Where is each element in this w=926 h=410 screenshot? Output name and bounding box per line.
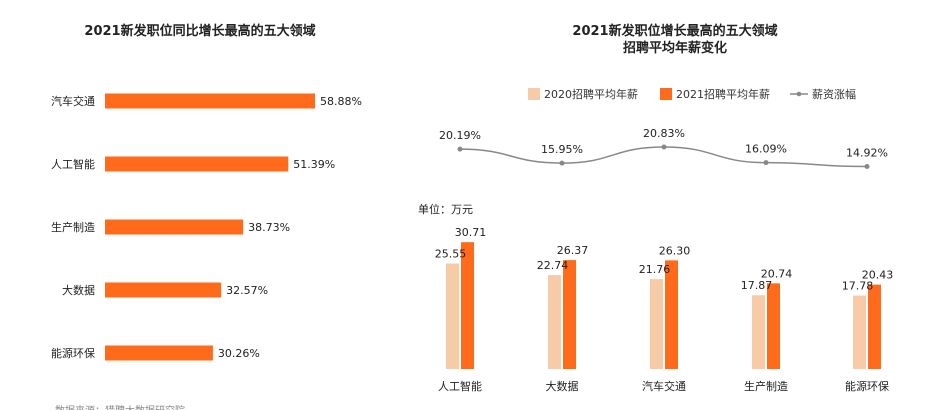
bar-2021 <box>767 283 780 369</box>
growth-point <box>661 144 667 150</box>
bar-2021 <box>461 242 474 369</box>
bar-2020 <box>752 295 765 369</box>
right-category-label: 大数据 <box>546 379 579 393</box>
growth-point <box>559 160 565 166</box>
right-chart-title-line2: 招聘平均年薪变化 <box>622 41 727 56</box>
left-bar <box>105 156 289 172</box>
left-chart-title: 2021新发职位同比增长最高的五大领域 <box>84 24 316 39</box>
bar-2020-label: 22.74 <box>537 259 569 272</box>
growth-point <box>457 146 463 152</box>
left-bar <box>105 219 244 235</box>
unit-label: 单位：万元 <box>418 203 473 216</box>
left-value-label: 58.88% <box>320 95 362 108</box>
growth-label: 14.92% <box>846 147 888 160</box>
bar-2020 <box>650 279 663 369</box>
legend-item-2020: 2020招聘平均年薪 <box>528 86 638 102</box>
legend-swatch-2021 <box>660 88 672 100</box>
right-chart-title-line1: 2021新发职位增长最高的五大领域 <box>572 24 778 39</box>
left-value-label: 32.57% <box>226 284 268 297</box>
bar-2021 <box>665 260 678 369</box>
legend-label-2021: 2021招聘平均年薪 <box>676 88 770 101</box>
growth-label: 20.83% <box>643 127 685 140</box>
left-value-label: 30.26% <box>218 347 260 360</box>
left-category-label: 能源环保 <box>51 346 95 360</box>
legend-swatch-2020 <box>528 88 540 100</box>
growth-label: 15.95% <box>541 143 583 156</box>
bar-2020 <box>853 295 866 369</box>
bar-2021-label: 26.30 <box>659 244 691 257</box>
bar-2020-label: 17.87 <box>741 279 773 292</box>
right-chart: 20.19% 15.95% 20.83% 16.09% 14.92% 25.55 30.71… <box>435 127 894 393</box>
legend-label-2020: 2020招聘平均年薪 <box>544 88 638 101</box>
legend-item-2021: 2021招聘平均年薪 <box>660 86 770 102</box>
left-category-label: 大数据 <box>62 283 95 297</box>
bar-2020 <box>548 275 561 369</box>
bar-2021 <box>868 284 881 369</box>
growth-label: 20.19% <box>439 129 481 142</box>
left-category-label: 人工智能 <box>51 157 95 171</box>
right-category-label: 汽车交通 <box>642 379 686 393</box>
bar-2021-label: 20.43 <box>862 269 894 282</box>
left-value-label: 51.39% <box>293 158 335 171</box>
bar-2020-label: 25.55 <box>435 247 467 260</box>
left-bar <box>105 282 222 298</box>
left-bar <box>105 345 213 361</box>
left-value-label: 38.73% <box>248 221 290 234</box>
left-chart: 汽车交通 58.88% 人工智能 51.39% 生产制造 38.73% 大数据 32.57% 能… <box>51 93 362 410</box>
left-category-label: 汽车交通 <box>51 94 95 108</box>
right-category-label: 生产制造 <box>744 379 788 393</box>
bar-2020-label: 17.78 <box>842 280 874 293</box>
bar-2021-label: 20.74 <box>761 267 793 280</box>
growth-label: 16.09% <box>745 143 787 156</box>
right-category-label: 人工智能 <box>438 379 482 393</box>
growth-point <box>763 160 769 166</box>
bar-2021 <box>563 260 576 369</box>
bar-2020-label: 21.76 <box>639 263 671 276</box>
bar-2021-label: 26.37 <box>557 244 589 257</box>
legend-item-growth: 薪资涨幅 <box>790 86 856 102</box>
growth-line <box>459 146 868 168</box>
right-category-label: 能源环保 <box>845 379 889 393</box>
bar-2021-label: 30.71 <box>455 226 487 239</box>
left-bar <box>105 93 315 109</box>
legend-line-icon <box>790 91 808 97</box>
growth-point <box>864 164 870 170</box>
left-category-label: 生产制造 <box>51 220 95 234</box>
source-note: 数据来源：猎聘大数据研究院 <box>55 404 185 410</box>
bar-2020 <box>446 263 459 369</box>
legend-label-growth: 薪资涨幅 <box>812 88 856 101</box>
